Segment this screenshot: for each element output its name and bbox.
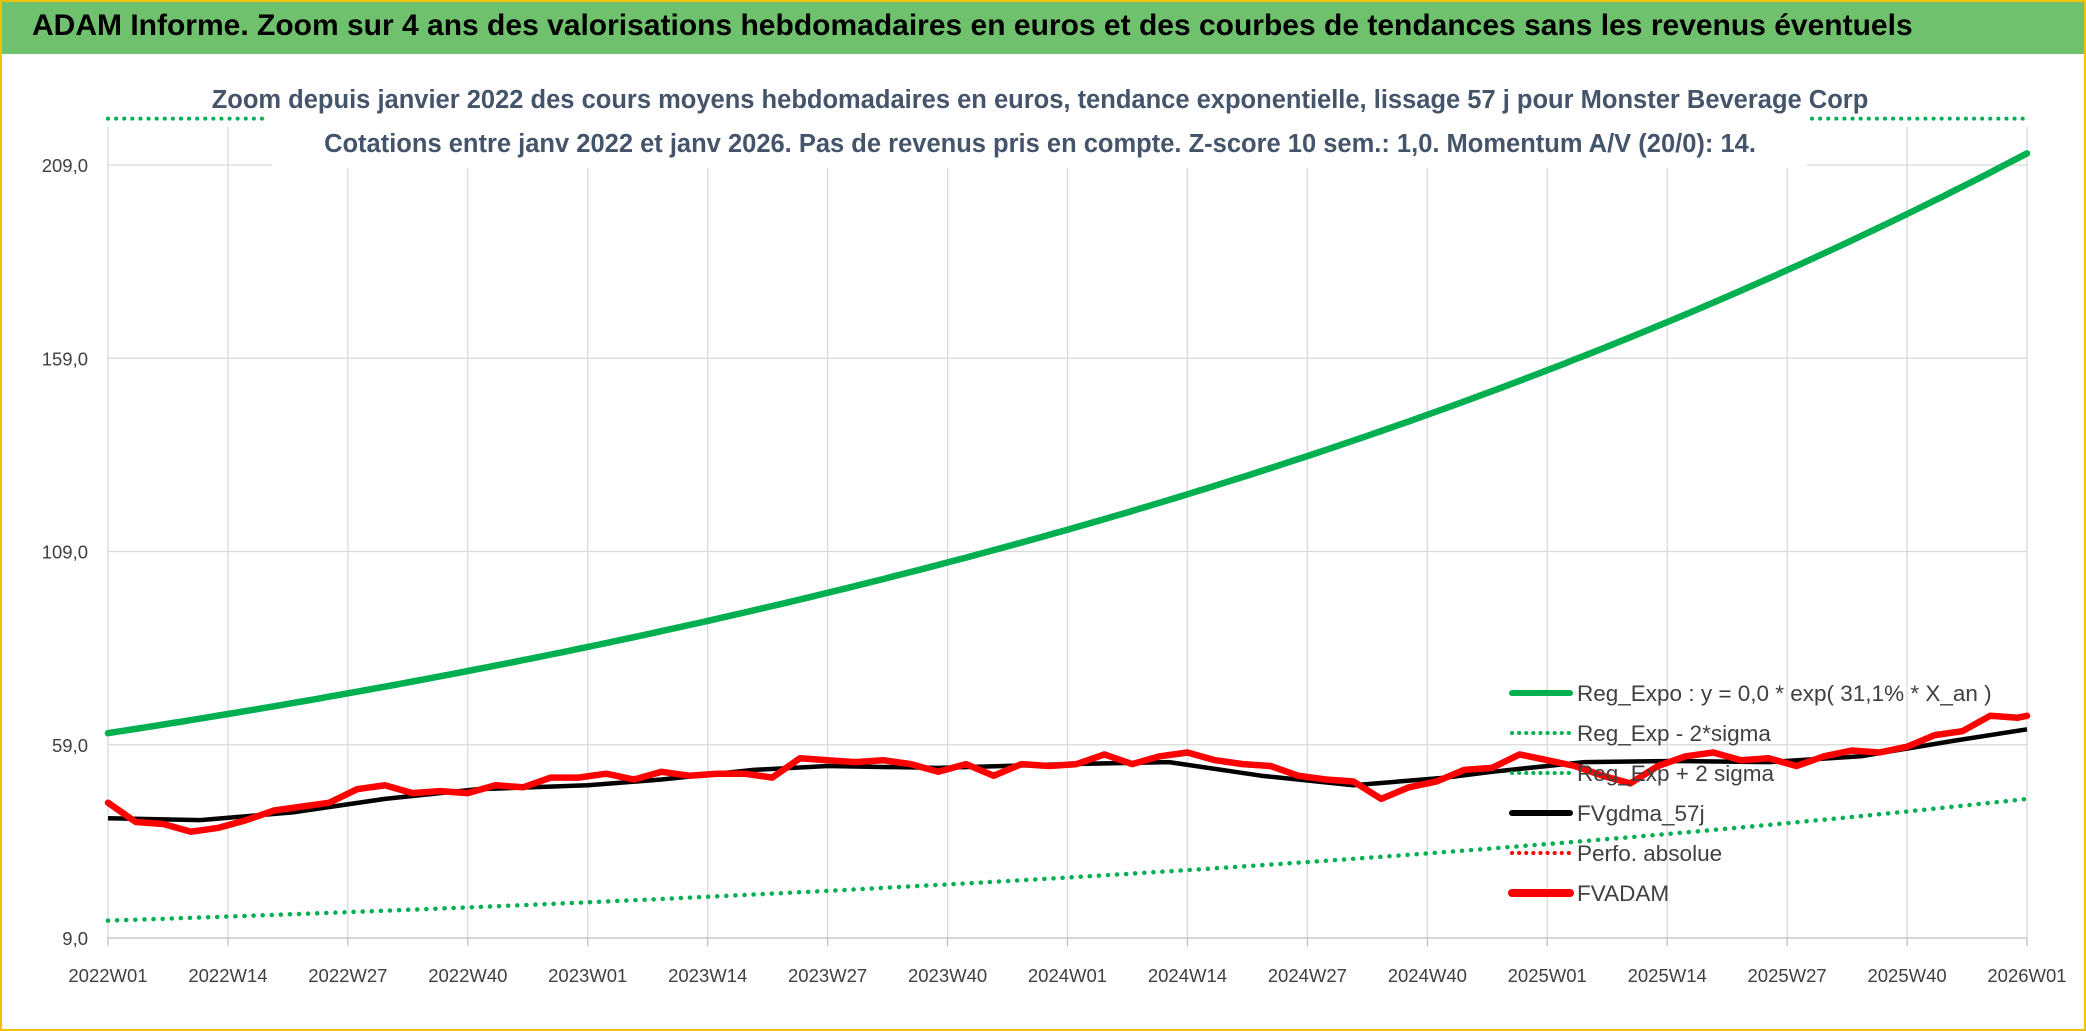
chart-subtitle-line2: Cotations entre janv 2022 et janv 2026. … — [324, 130, 1756, 158]
x-tick-label: 2026W01 — [1987, 965, 2066, 986]
legend-label: FVgdma_57j — [1577, 801, 1705, 826]
y-tick-label: 209,0 — [42, 155, 88, 176]
lower-band-line — [105, 796, 2030, 923]
x-tick-label: 2025W40 — [1867, 965, 1946, 986]
y-tick-label: 109,0 — [42, 542, 88, 563]
x-tick-label: 2025W01 — [1508, 965, 1587, 986]
x-tick-label: 2022W40 — [428, 965, 507, 986]
y-tick-label: 59,0 — [52, 735, 88, 756]
x-tick-label: 2023W01 — [548, 965, 627, 986]
x-tick-label: 2023W40 — [908, 965, 987, 986]
y-tick-label: 159,0 — [42, 348, 88, 369]
chart-subtitle-line1: Zoom depuis janvier 2022 des cours moyen… — [212, 86, 1869, 114]
x-tick-label: 2022W14 — [188, 965, 267, 986]
chart-legend: Reg_Expo : y = 0,0 * exp( 31,1% * X_an )… — [1508, 681, 1992, 906]
legend-label: Reg_Expo : y = 0,0 * exp( 31,1% * X_an ) — [1577, 681, 1992, 706]
legend-label: Perfo. absolue — [1577, 841, 1722, 866]
chart-series — [104, 116, 2031, 923]
x-tick-label: 2022W01 — [68, 965, 147, 986]
regression-line — [104, 150, 2031, 737]
y-tick-label: 9,0 — [62, 928, 88, 949]
x-tick-label: 2022W27 — [308, 965, 387, 986]
fvadam-line — [104, 712, 2031, 835]
x-tick-label: 2024W40 — [1388, 965, 1467, 986]
x-tick-label: 2024W14 — [1148, 965, 1227, 986]
axis-tick-labels: 2022W01 2022W14 2022W27 2022W40 2023W01 2023W… — [42, 155, 2067, 986]
x-tick-label: 2025W14 — [1628, 965, 1707, 986]
subtitle-background — [272, 80, 1807, 168]
x-tick-label: 2023W27 — [788, 965, 867, 986]
x-tick-label: 2025W27 — [1748, 965, 1827, 986]
x-tick-label: 2024W01 — [1028, 965, 1107, 986]
x-tick-label: 2024W27 — [1268, 965, 1347, 986]
legend-label: Reg_Exp + 2 sigma — [1577, 761, 1774, 786]
header-banner: ADAM Informe. Zoom sur 4 ans des valoris… — [2, 2, 2084, 54]
banner-title: ADAM Informe. Zoom sur 4 ans des valoris… — [32, 9, 1913, 42]
legend-label: Reg_Exp - 2*sigma — [1577, 721, 1771, 746]
chart-grid — [107, 127, 2028, 946]
legend-label: FVADAM — [1577, 881, 1669, 906]
x-tick-label: 2023W14 — [668, 965, 747, 986]
